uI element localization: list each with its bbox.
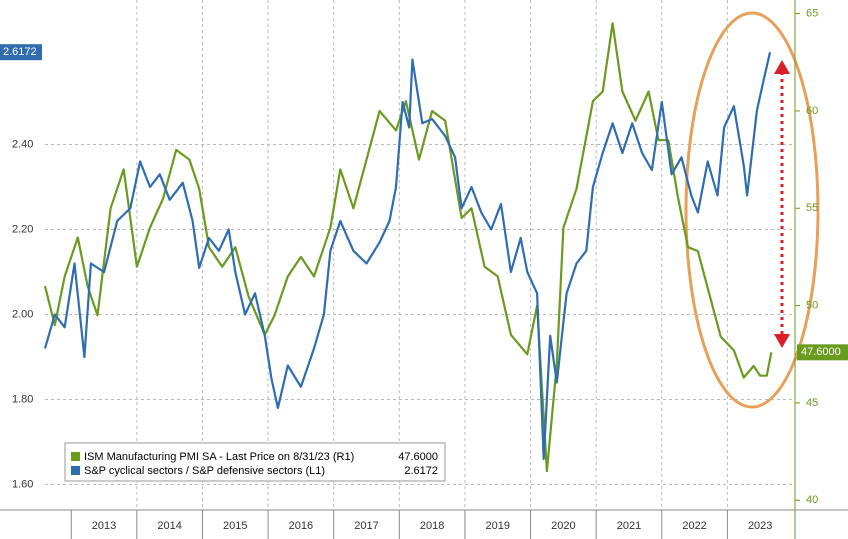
series-line [43, 22, 773, 473]
x-tick-label: 2013 [92, 520, 116, 532]
highlight-ellipse [684, 11, 820, 409]
y-tick-label: 2.00 [12, 308, 33, 320]
y-tick-label: 1.60 [12, 478, 33, 490]
x-tick-label: 2017 [354, 520, 378, 532]
x-tick-label: 2020 [551, 520, 575, 532]
x-tick-label: 2016 [289, 520, 313, 532]
lines [43, 22, 773, 473]
y2-tick-label: 55 [806, 202, 818, 214]
arrow-head-down [774, 334, 790, 348]
legend-box [64, 442, 446, 482]
y-tick-label: 1.80 [12, 393, 33, 405]
y2-tick-label: 60 [806, 105, 818, 117]
y-tick-label: 2.20 [12, 223, 33, 235]
arrow-head-up [774, 60, 790, 74]
legend-label: S&P cyclical sectors / S&P defensive sec… [84, 465, 325, 477]
grid [45, 0, 793, 510]
legend-label: ISM Manufacturing PMI SA - Last Price on… [84, 451, 354, 463]
last-value-label: 2.6172 [3, 46, 37, 58]
x-tick-label: 2019 [485, 520, 509, 532]
last-value-tag: 47.6000 [797, 344, 848, 361]
x-tick-label: 2021 [617, 520, 641, 532]
legend: ISM Manufacturing PMI SA - Last Price on… [64, 442, 446, 482]
y2-tick-label: 45 [806, 397, 818, 409]
last-value-box [0, 44, 42, 61]
last-value-tag: 2.6172 [0, 44, 42, 61]
x-tick-label: 2022 [682, 520, 706, 532]
series-line [43, 51, 772, 461]
x-tick-label: 2014 [157, 520, 181, 532]
x-tick-label: 2023 [748, 520, 772, 532]
legend-swatch [71, 452, 80, 461]
last-value-box [797, 344, 848, 361]
y2-tick-label: 50 [806, 300, 818, 312]
legend-value: 47.6000 [398, 451, 438, 463]
legend-value: 2.6172 [404, 465, 438, 477]
x-tick-label: 2015 [223, 520, 247, 532]
x-tick-label: 2018 [420, 520, 444, 532]
last-value-label: 47.6000 [801, 346, 841, 358]
axes: 2013 2014 2015 2016 2017 2018 2019 2020 2021 2022… [0, 8, 848, 539]
legend-swatch [71, 466, 80, 475]
y-tick-label: 2.40 [12, 138, 33, 150]
y2-tick-label: 65 [806, 8, 818, 20]
y2-tick-label: 40 [806, 494, 818, 506]
